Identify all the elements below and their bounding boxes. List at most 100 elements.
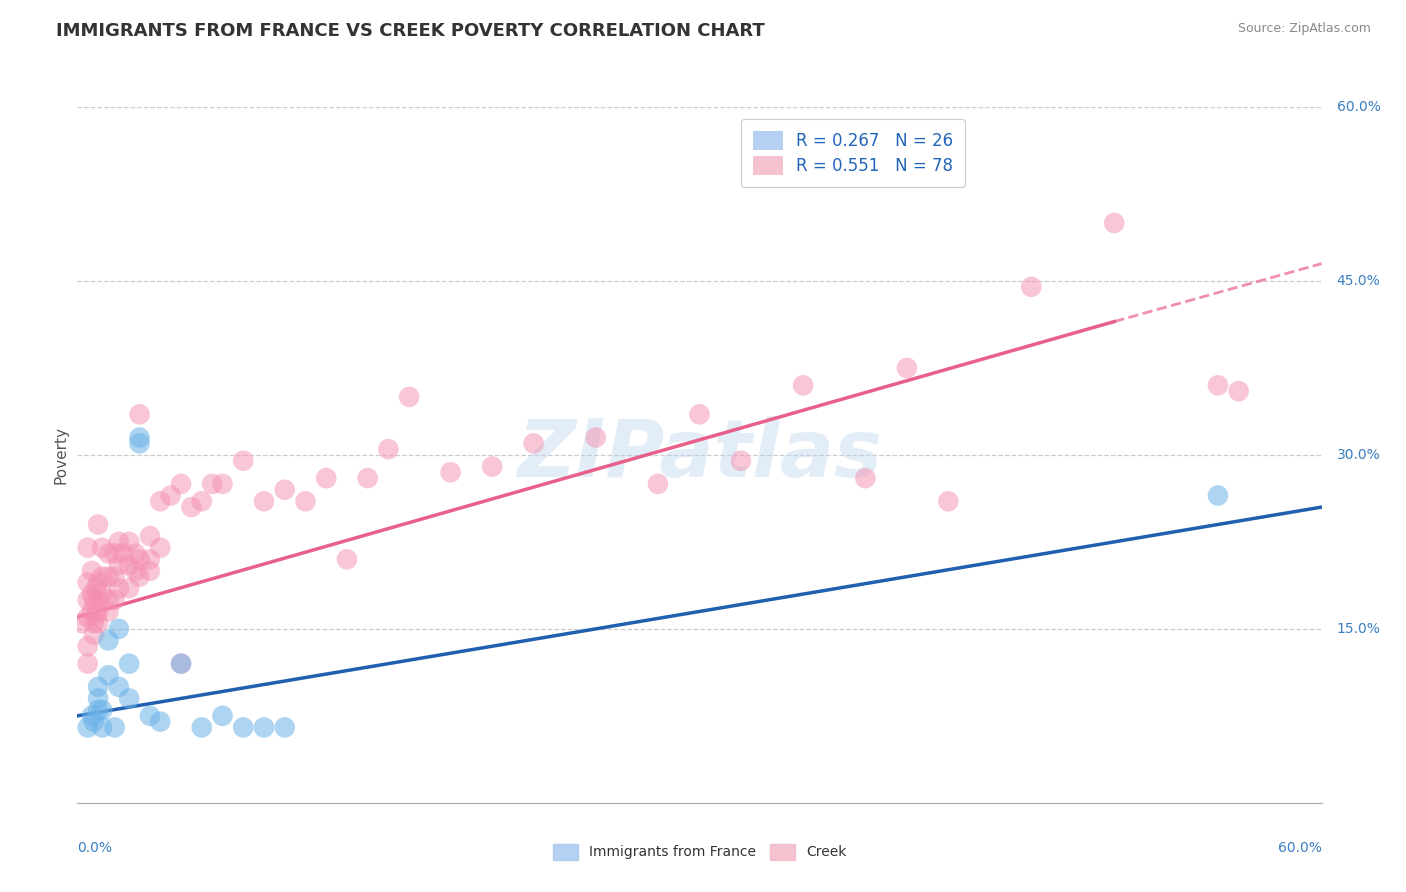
- Point: [149, 494, 172, 508]
- Point: [440, 466, 463, 480]
- Point: [124, 546, 146, 561]
- Point: [124, 564, 146, 578]
- Point: [170, 657, 193, 671]
- Point: [118, 691, 141, 706]
- Text: 60.0%: 60.0%: [1337, 100, 1381, 114]
- Point: [211, 476, 233, 491]
- Point: [211, 708, 233, 723]
- Point: [128, 407, 150, 421]
- Point: [128, 436, 150, 450]
- Point: [128, 430, 150, 444]
- Point: [76, 610, 98, 624]
- Point: [1206, 489, 1229, 503]
- Text: 60.0%: 60.0%: [1278, 841, 1322, 855]
- Point: [170, 657, 193, 671]
- Point: [87, 703, 110, 717]
- Point: [398, 390, 420, 404]
- Point: [253, 721, 276, 735]
- Point: [730, 453, 752, 467]
- Point: [855, 471, 877, 485]
- Point: [118, 534, 141, 549]
- Point: [76, 575, 98, 590]
- Point: [80, 708, 103, 723]
- Point: [336, 552, 359, 566]
- Point: [523, 436, 546, 450]
- Text: 45.0%: 45.0%: [1337, 274, 1381, 288]
- Point: [83, 592, 105, 607]
- Point: [377, 442, 399, 456]
- Point: [76, 541, 98, 555]
- Point: [118, 558, 141, 573]
- Point: [180, 500, 202, 514]
- Point: [481, 459, 503, 474]
- Point: [83, 615, 105, 630]
- Point: [108, 622, 131, 636]
- Point: [896, 360, 918, 375]
- Point: [91, 587, 114, 601]
- Point: [80, 564, 103, 578]
- Point: [585, 430, 607, 444]
- Point: [149, 714, 172, 729]
- Point: [274, 721, 297, 735]
- Point: [191, 494, 214, 508]
- Point: [139, 552, 162, 566]
- Point: [357, 471, 380, 485]
- Point: [91, 541, 114, 555]
- Point: [84, 607, 107, 622]
- Point: [83, 714, 105, 729]
- Point: [87, 575, 110, 590]
- Text: 15.0%: 15.0%: [1337, 622, 1381, 636]
- Point: [84, 582, 107, 596]
- Point: [104, 721, 127, 735]
- Point: [87, 615, 110, 630]
- Point: [294, 494, 316, 508]
- Point: [87, 517, 110, 532]
- Point: [97, 592, 120, 607]
- Point: [159, 489, 181, 503]
- Point: [111, 546, 134, 561]
- Point: [108, 558, 131, 573]
- Point: [139, 529, 162, 543]
- Point: [91, 721, 114, 735]
- Point: [149, 541, 172, 555]
- Point: [232, 721, 254, 735]
- Point: [104, 592, 127, 607]
- Text: 0.0%: 0.0%: [77, 841, 112, 855]
- Point: [1021, 279, 1043, 293]
- Point: [201, 476, 224, 491]
- Point: [108, 582, 131, 596]
- Point: [108, 680, 131, 694]
- Point: [118, 657, 141, 671]
- Text: 30.0%: 30.0%: [1337, 448, 1381, 462]
- Point: [118, 582, 141, 596]
- Point: [191, 721, 214, 735]
- Point: [91, 703, 114, 717]
- Point: [97, 546, 120, 561]
- Point: [97, 668, 120, 682]
- Point: [104, 569, 127, 583]
- Point: [128, 552, 150, 566]
- Point: [232, 453, 254, 467]
- Point: [91, 569, 114, 583]
- Point: [108, 534, 131, 549]
- Point: [104, 546, 127, 561]
- Point: [80, 587, 103, 601]
- Point: [315, 471, 337, 485]
- Point: [689, 407, 711, 421]
- Point: [128, 569, 150, 583]
- Point: [80, 605, 103, 619]
- Point: [87, 691, 110, 706]
- Point: [170, 476, 193, 491]
- Legend: Immigrants from France, Creek: Immigrants from France, Creek: [547, 838, 852, 865]
- Text: Source: ZipAtlas.com: Source: ZipAtlas.com: [1237, 22, 1371, 36]
- Text: IMMIGRANTS FROM FRANCE VS CREEK POVERTY CORRELATION CHART: IMMIGRANTS FROM FRANCE VS CREEK POVERTY …: [56, 22, 765, 40]
- Point: [97, 633, 120, 648]
- Point: [139, 708, 162, 723]
- Point: [274, 483, 297, 497]
- Point: [253, 494, 276, 508]
- Point: [87, 605, 110, 619]
- Point: [76, 639, 98, 653]
- Point: [76, 721, 98, 735]
- Point: [87, 680, 110, 694]
- Point: [70, 615, 93, 630]
